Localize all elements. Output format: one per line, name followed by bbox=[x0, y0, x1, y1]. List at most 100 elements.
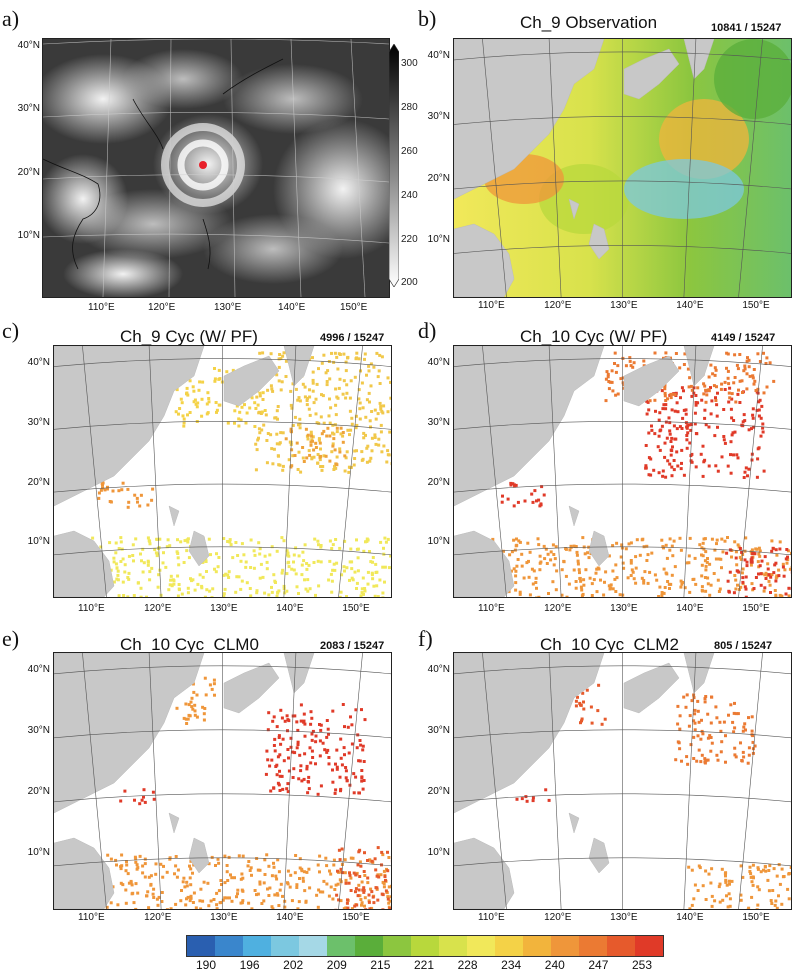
panel-c-lat-label: 40°N bbox=[27, 357, 50, 368]
panel-a-letter: a) bbox=[2, 6, 20, 31]
panel-e-lon-label: 110°E bbox=[78, 912, 105, 923]
panel-c-lon-label: 110°E bbox=[78, 603, 105, 614]
panel-f-title: Ch_10 Cyc_CLM2 bbox=[540, 635, 679, 654]
panel-b-lat-label: 40°N bbox=[427, 50, 450, 61]
panel-d-lon-label: 130°E bbox=[610, 603, 638, 614]
panel-b-lat-label: 10°N bbox=[427, 234, 450, 246]
colorbar-label: 240 bbox=[544, 958, 565, 972]
panel-a-colorbar bbox=[389, 44, 399, 287]
panel-e-map bbox=[53, 652, 392, 910]
panel-f-lon-label: 140°E bbox=[676, 912, 704, 923]
panel-a-cb-tick: 240 bbox=[401, 190, 418, 201]
panel-c-lat-label: 20°N bbox=[27, 476, 50, 488]
panel-c-count: 4996 / 15247 bbox=[320, 332, 385, 344]
colorbar-swatch bbox=[495, 936, 523, 956]
panel-f-letter: f) bbox=[418, 626, 433, 651]
colorbar-swatch bbox=[271, 936, 299, 956]
panel-f-lat-label: 30°N bbox=[427, 724, 450, 736]
panel-b-lon-label: 130°E bbox=[610, 300, 638, 311]
panel-a-cb-tick: 260 bbox=[401, 146, 418, 157]
panel-e-lat-label: 40°N bbox=[27, 664, 50, 675]
panel-e-lon-label: 120°E bbox=[144, 912, 172, 923]
panel-d-lon-label: 140°E bbox=[676, 603, 704, 614]
satellite-imagery bbox=[43, 39, 389, 297]
panel-d-lat-label: 40°N bbox=[427, 357, 450, 368]
panel-d-title: Ch_10 Cyc (W/ PF) bbox=[520, 327, 668, 346]
panel-d-lon-label: 120°E bbox=[544, 603, 572, 614]
colorbar-label: 215 bbox=[370, 958, 391, 972]
colorbar-swatch bbox=[327, 936, 355, 956]
colorbar-label: 196 bbox=[239, 958, 260, 972]
panel-e-lon-label: 150°E bbox=[342, 912, 370, 923]
panel-d-lon-label: 150°E bbox=[742, 603, 770, 614]
colorbar-swatch bbox=[243, 936, 271, 956]
panel-d-lat-label: 20°N bbox=[427, 476, 450, 488]
panel-d-count: 4149 / 15247 bbox=[711, 332, 776, 344]
panel-a-cb-tick: 200 bbox=[401, 277, 418, 288]
colorbar-label: 247 bbox=[588, 958, 609, 972]
panel-c-lon-label: 130°E bbox=[210, 603, 238, 614]
panel-b-map bbox=[453, 38, 792, 298]
panel-e-count: 2083 / 15247 bbox=[320, 640, 385, 652]
panel-a-lat-label: 10°N bbox=[17, 230, 40, 241]
colorbar-swatch bbox=[411, 936, 439, 956]
panel-b-lon-label: 140°E bbox=[676, 300, 704, 311]
panel-f-lon-label: 110°E bbox=[478, 912, 505, 923]
panel-f-lon-label: 120°E bbox=[544, 912, 572, 923]
colorbar-swatch bbox=[467, 936, 495, 956]
panel-c-lon-label: 120°E bbox=[144, 603, 172, 614]
panel-b-lon-label: 120°E bbox=[544, 300, 572, 311]
panel-d-lat-label: 10°N bbox=[427, 536, 450, 548]
panel-a-cb-tick: 300 bbox=[401, 58, 418, 69]
colorbar-label: 202 bbox=[283, 958, 304, 972]
panel-b-title: Ch_9 Observation bbox=[520, 13, 658, 32]
colorbar-label: 234 bbox=[501, 958, 522, 972]
panel-c-map bbox=[53, 345, 392, 598]
panel-c-letter: c) bbox=[2, 318, 20, 343]
panel-f-map bbox=[453, 652, 792, 910]
colorbar-label: 221 bbox=[413, 958, 435, 972]
panel-a-lat-label: 20°N bbox=[17, 167, 40, 178]
colorbar-label: 253 bbox=[631, 958, 653, 972]
panel-c-lat-label: 10°N bbox=[27, 536, 50, 548]
colorbar-swatch bbox=[607, 936, 635, 956]
panel-e-lat-label: 10°N bbox=[27, 846, 50, 858]
panel-e-lat-label: 30°N bbox=[27, 724, 50, 736]
colorbar-swatch bbox=[215, 936, 243, 956]
panel-a-lon-label: 140°E bbox=[278, 302, 306, 313]
panel-d-lon-label: 110°E bbox=[478, 603, 505, 614]
panel-a-lon-label: 130°E bbox=[214, 302, 242, 313]
panel-f-lat-label: 10°N bbox=[427, 846, 450, 858]
bottom-colorbar bbox=[186, 935, 664, 957]
colorbar-swatch bbox=[355, 936, 383, 956]
panel-b-lon-label: 150°E bbox=[742, 300, 770, 311]
panel-e-lon-label: 130°E bbox=[210, 912, 238, 923]
panel-d-lat-label: 30°N bbox=[427, 416, 450, 428]
panel-f-lon-label: 130°E bbox=[610, 912, 638, 923]
panel-a-satellite-map bbox=[42, 38, 390, 298]
panel-b-lon-label: 110°E bbox=[478, 300, 505, 311]
panel-a-lon-label: 150°E bbox=[340, 302, 368, 313]
panel-a-lat-label: 30°N bbox=[17, 103, 40, 114]
panel-e-letter: e) bbox=[2, 626, 20, 651]
panel-f-lat-label: 40°N bbox=[427, 664, 450, 675]
colorbar-swatch bbox=[187, 936, 215, 956]
typhoon-center-marker bbox=[199, 161, 207, 169]
panel-f-lon-label: 150°E bbox=[742, 912, 770, 923]
panel-b-lat-label: 30°N bbox=[427, 111, 450, 123]
colorbar-swatch bbox=[383, 936, 411, 956]
panel-e-lon-label: 140°E bbox=[276, 912, 304, 923]
panel-a-lon-label: 110°E bbox=[88, 302, 115, 313]
colorbar-swatch bbox=[299, 936, 327, 956]
panel-a-lon-label: 120°E bbox=[148, 302, 176, 313]
panel-a-cb-tick: 220 bbox=[401, 234, 418, 245]
panel-d-map bbox=[453, 345, 792, 598]
panel-f-lat-label: 20°N bbox=[427, 785, 450, 797]
panel-a-lat-label: 40°N bbox=[17, 40, 40, 51]
panel-b-lat-label: 20°N bbox=[427, 172, 450, 184]
panel-f-count: 805 / 15247 bbox=[714, 640, 773, 652]
panel-c-lat-label: 30°N bbox=[27, 416, 50, 428]
panel-e-lat-label: 20°N bbox=[27, 785, 50, 797]
colorbar-label: 209 bbox=[326, 958, 347, 972]
panel-d-letter: d) bbox=[418, 318, 437, 343]
